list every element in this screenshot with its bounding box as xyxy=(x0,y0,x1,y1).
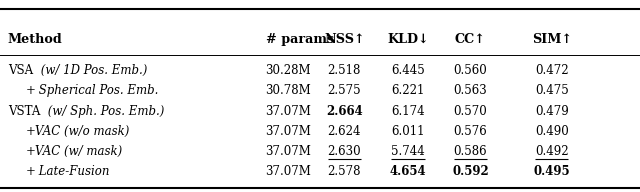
Text: +: + xyxy=(26,125,35,138)
Text: VAC (w/o mask): VAC (w/o mask) xyxy=(35,125,130,138)
Text: 6.174: 6.174 xyxy=(392,105,425,118)
Text: (w/ 1D Pos. Emb.): (w/ 1D Pos. Emb.) xyxy=(36,64,147,77)
Text: VSA: VSA xyxy=(8,64,36,77)
Text: 2.630: 2.630 xyxy=(328,145,361,158)
Text: 4.654: 4.654 xyxy=(390,165,427,178)
Text: 6.445: 6.445 xyxy=(392,64,425,77)
Text: 37.07M: 37.07M xyxy=(266,145,312,158)
Text: 0.492: 0.492 xyxy=(535,145,568,158)
Text: 0.490: 0.490 xyxy=(535,125,568,138)
Text: SIM↑: SIM↑ xyxy=(532,33,572,46)
Text: 0.576: 0.576 xyxy=(454,125,487,138)
Text: 2.518: 2.518 xyxy=(328,64,361,77)
Text: (w/ Sph. Pos. Emb.): (w/ Sph. Pos. Emb.) xyxy=(44,105,164,118)
Text: NSS↑: NSS↑ xyxy=(324,33,365,46)
Text: +: + xyxy=(26,84,35,98)
Text: 0.495: 0.495 xyxy=(533,165,570,178)
Text: 6.011: 6.011 xyxy=(392,125,425,138)
Text: VAC (w/ mask): VAC (w/ mask) xyxy=(35,145,123,158)
Text: VSTA: VSTA xyxy=(8,105,44,118)
Text: 37.07M: 37.07M xyxy=(266,165,312,178)
Text: +: + xyxy=(26,165,35,178)
Text: 0.560: 0.560 xyxy=(454,64,487,77)
Text: 0.475: 0.475 xyxy=(535,84,568,98)
Text: 5.744: 5.744 xyxy=(392,145,425,158)
Text: Spherical Pos. Emb.: Spherical Pos. Emb. xyxy=(35,84,159,98)
Text: # params: # params xyxy=(266,33,333,46)
Text: +: + xyxy=(26,145,35,158)
Text: 0.592: 0.592 xyxy=(452,165,489,178)
Text: KLD↓: KLD↓ xyxy=(387,33,429,46)
Text: Method: Method xyxy=(8,33,63,46)
Text: Late-Fusion: Late-Fusion xyxy=(35,165,110,178)
Text: 0.563: 0.563 xyxy=(454,84,487,98)
Text: 2.578: 2.578 xyxy=(328,165,361,178)
Text: 37.07M: 37.07M xyxy=(266,105,312,118)
Text: 30.78M: 30.78M xyxy=(266,84,311,98)
Text: 6.221: 6.221 xyxy=(392,84,425,98)
Text: 0.479: 0.479 xyxy=(535,105,568,118)
Text: 0.586: 0.586 xyxy=(454,145,487,158)
Text: 2.624: 2.624 xyxy=(328,125,361,138)
Text: 2.575: 2.575 xyxy=(328,84,361,98)
Text: 2.664: 2.664 xyxy=(326,105,363,118)
Text: CC↑: CC↑ xyxy=(455,33,486,46)
Text: 0.570: 0.570 xyxy=(454,105,487,118)
Text: 37.07M: 37.07M xyxy=(266,125,312,138)
Text: 30.28M: 30.28M xyxy=(266,64,311,77)
Text: 0.472: 0.472 xyxy=(535,64,568,77)
